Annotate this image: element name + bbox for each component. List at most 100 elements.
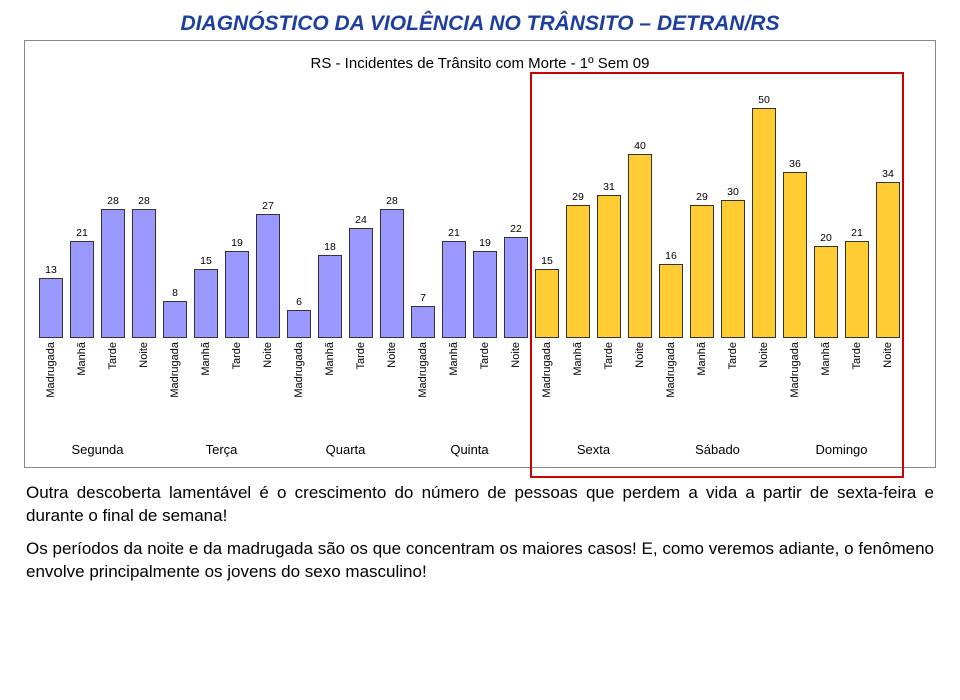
period-label: Madrugada	[533, 342, 561, 438]
bar-value-label: 15	[541, 255, 553, 267]
bar-column: 20	[812, 232, 840, 338]
bar-value-label: 40	[634, 140, 646, 152]
bar-rect	[566, 205, 590, 338]
page-title: DIAGNÓSTICO DA VIOLÊNCIA NO TRÂNSITO – D…	[24, 12, 936, 36]
day-label: Terça	[161, 438, 282, 457]
bar-rect	[225, 251, 249, 338]
bar-rect	[70, 241, 94, 338]
period-label: Manhã	[564, 342, 592, 438]
period-label: Madrugada	[781, 342, 809, 438]
day-label: Segunda	[37, 438, 158, 457]
bar-column: 21	[843, 227, 871, 338]
bar-column: 29	[688, 191, 716, 338]
bar-value-label: 28	[107, 195, 119, 207]
bar-rect	[597, 195, 621, 338]
bar-value-label: 31	[603, 181, 615, 193]
period-label: Manhã	[812, 342, 840, 438]
bar-column: 21	[68, 227, 96, 338]
bar-rect	[535, 269, 559, 338]
bar-value-label: 28	[138, 195, 150, 207]
bar-rect	[349, 228, 373, 338]
period-label: Noite	[626, 342, 654, 438]
bar-column: 40	[626, 140, 654, 338]
bar-value-label: 34	[882, 168, 894, 180]
period-label: Manhã	[68, 342, 96, 438]
bar-value-label: 29	[572, 191, 584, 203]
chart-container: RS - Incidentes de Trânsito com Morte - …	[24, 40, 936, 468]
bar-column: 31	[595, 181, 623, 338]
period-label: Noite	[254, 342, 282, 438]
bar-rect	[628, 154, 652, 338]
bar-value-label: 24	[355, 214, 367, 226]
period-label: Manhã	[316, 342, 344, 438]
bar-rect	[163, 301, 187, 338]
period-label: Tarde	[223, 342, 251, 438]
period-label: Noite	[130, 342, 158, 438]
bar-value-label: 20	[820, 232, 832, 244]
bar-rect	[256, 214, 280, 338]
bar-column: 15	[533, 255, 561, 338]
bar-rect	[101, 209, 125, 338]
bar-column: 29	[564, 191, 592, 338]
bar-rect	[721, 200, 745, 338]
bar-rect	[411, 306, 435, 338]
bar-column: 27	[254, 200, 282, 338]
period-label: Madrugada	[37, 342, 65, 438]
chart-bars-area: 1321282881519276182428721192215293140162…	[35, 78, 925, 338]
bar-value-label: 15	[200, 255, 212, 267]
bar-column: 19	[223, 237, 251, 338]
bar-rect	[845, 241, 869, 338]
period-label: Tarde	[99, 342, 127, 438]
period-label: Noite	[502, 342, 530, 438]
bar-value-label: 18	[324, 241, 336, 253]
bar-value-label: 8	[172, 287, 178, 299]
bar-column: 30	[719, 186, 747, 338]
period-label: Tarde	[595, 342, 623, 438]
day-label: Quinta	[409, 438, 530, 457]
bar-rect	[783, 172, 807, 338]
bar-rect	[876, 182, 900, 338]
bar-value-label: 50	[758, 94, 770, 106]
body-paragraph-2: Os períodos da noite e da madrugada são …	[26, 538, 934, 584]
bar-column: 6	[285, 296, 313, 338]
period-label: Manhã	[688, 342, 716, 438]
bar-rect	[132, 209, 156, 338]
body-paragraph-1: Outra descoberta lamentável é o crescime…	[26, 482, 934, 528]
chart-title: RS - Incidentes de Trânsito com Morte - …	[35, 55, 925, 72]
day-label: Sábado	[657, 438, 778, 457]
bar-rect	[287, 310, 311, 338]
bar-value-label: 19	[231, 237, 243, 249]
bar-column: 15	[192, 255, 220, 338]
bar-column: 7	[409, 292, 437, 338]
bar-rect	[380, 209, 404, 338]
bar-rect	[473, 251, 497, 338]
period-label: Tarde	[843, 342, 871, 438]
bar-rect	[39, 278, 63, 338]
bar-value-label: 28	[386, 195, 398, 207]
bar-rect	[194, 269, 218, 338]
bar-rect	[752, 108, 776, 338]
bar-column: 24	[347, 214, 375, 338]
bar-column: 19	[471, 237, 499, 338]
bar-rect	[318, 255, 342, 338]
bar-column: 18	[316, 241, 344, 338]
bar-column: 28	[130, 195, 158, 338]
bar-value-label: 30	[727, 186, 739, 198]
bar-column: 21	[440, 227, 468, 338]
bar-value-label: 21	[76, 227, 88, 239]
period-label: Madrugada	[285, 342, 313, 438]
day-label: Quarta	[285, 438, 406, 457]
chart-day-labels-row: SegundaTerçaQuartaQuintaSextaSábadoDomin…	[35, 438, 925, 461]
bar-column: 13	[37, 264, 65, 338]
bar-column: 8	[161, 287, 189, 338]
period-label: Tarde	[471, 342, 499, 438]
period-label: Manhã	[440, 342, 468, 438]
bar-rect	[814, 246, 838, 338]
bar-value-label: 27	[262, 200, 274, 212]
bar-column: 22	[502, 223, 530, 338]
chart-period-labels-row: MadrugadaManhãTardeNoiteMadrugadaManhãTa…	[35, 338, 925, 438]
bar-value-label: 13	[45, 264, 57, 276]
bar-rect	[690, 205, 714, 338]
period-label: Madrugada	[657, 342, 685, 438]
bar-value-label: 36	[789, 158, 801, 170]
